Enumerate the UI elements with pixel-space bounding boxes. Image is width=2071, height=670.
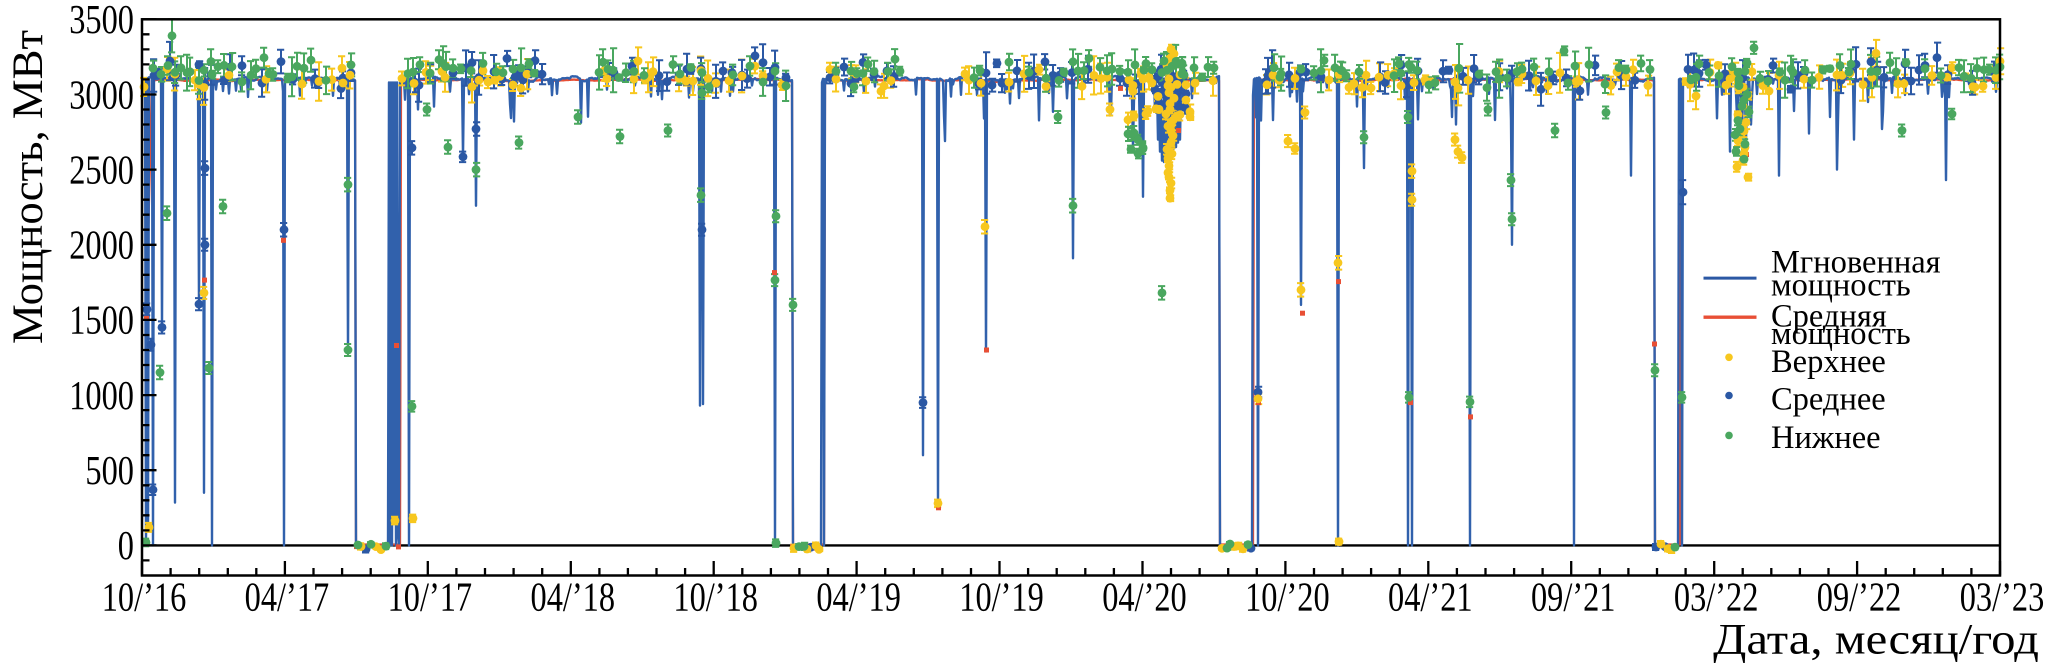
svg-text:3500: 3500 (69, 0, 134, 42)
svg-text:10/’19: 10/’19 (959, 574, 1044, 619)
svg-text:Средняя: Средняя (1771, 299, 1887, 335)
svg-text:04/’20: 04/’20 (1102, 574, 1187, 619)
svg-text:Среднее: Среднее (1771, 382, 1886, 418)
svg-text:2000: 2000 (69, 222, 134, 267)
svg-text:Мгновенная: Мгновенная (1771, 245, 1941, 281)
svg-text:10/’17: 10/’17 (388, 574, 473, 619)
svg-text:10/’16: 10/’16 (102, 574, 187, 619)
svg-text:1000: 1000 (69, 372, 134, 417)
svg-text:Верхнее: Верхнее (1771, 344, 1886, 380)
svg-text:1500: 1500 (69, 297, 134, 342)
svg-text:04/’17: 04/’17 (245, 574, 330, 619)
svg-text:04/’18: 04/’18 (530, 574, 615, 619)
svg-text:10/’18: 10/’18 (673, 574, 758, 619)
svg-text:10/’20: 10/’20 (1245, 574, 1330, 619)
svg-text:мощность: мощность (1771, 316, 1911, 352)
svg-text:09/’21: 09/’21 (1531, 574, 1616, 619)
svg-text:04/’19: 04/’19 (816, 574, 901, 619)
svg-text:3000: 3000 (69, 72, 134, 117)
svg-text:09/’22: 09/’22 (1817, 574, 1902, 619)
svg-text:Мощность, МВт: Мощность, МВт (5, 30, 52, 344)
svg-text:Нижнее: Нижнее (1771, 420, 1881, 456)
svg-text:500: 500 (85, 447, 134, 492)
svg-text:Дата, месяц/год: Дата, месяц/год (1713, 615, 2039, 663)
svg-text:04/’21: 04/’21 (1388, 574, 1473, 619)
svg-text:мощность: мощность (1771, 267, 1911, 303)
svg-text:03/’22: 03/’22 (1674, 574, 1759, 619)
svg-text:0: 0 (118, 523, 134, 568)
svg-text:2500: 2500 (69, 147, 134, 192)
svg-text:03/’23: 03/’23 (1960, 574, 2045, 619)
